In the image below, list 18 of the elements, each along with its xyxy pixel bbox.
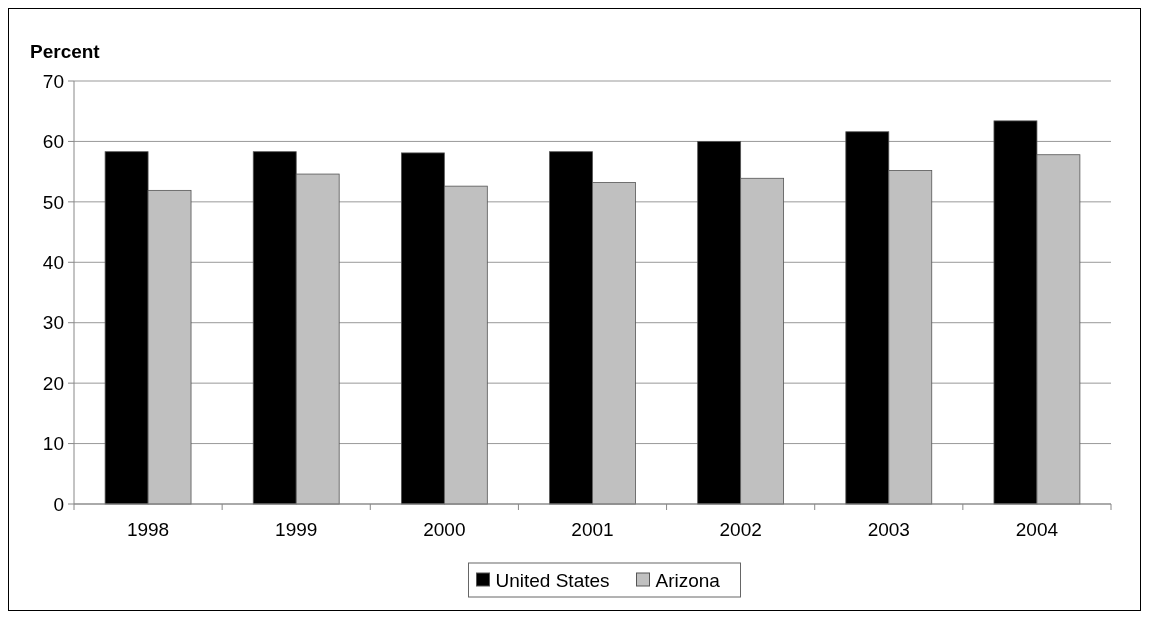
y-tick-label: 50 [42, 191, 64, 213]
x-tick-label: 2001 [571, 519, 614, 540]
y-tick-label: 30 [42, 312, 64, 334]
x-tick-label: 2000 [423, 519, 466, 540]
x-tick-label: 2004 [1015, 519, 1059, 540]
legend-label: United States [495, 569, 610, 591]
y-axis-title: Percent [30, 41, 101, 62]
x-tick-label: 2003 [867, 519, 910, 540]
y-tick-label: 40 [42, 251, 64, 273]
y-tick-label: 20 [42, 372, 64, 394]
x-tick-label: 1999 [275, 519, 318, 540]
legend-label: Arizona [655, 569, 721, 591]
x-tick-label: 1998 [126, 519, 170, 540]
y-tick-label: 10 [42, 433, 64, 455]
y-tick-label: 60 [42, 131, 64, 153]
y-tick-label: 0 [53, 493, 64, 515]
y-tick-label: 70 [42, 70, 64, 92]
x-tick-label: 2002 [719, 519, 762, 540]
